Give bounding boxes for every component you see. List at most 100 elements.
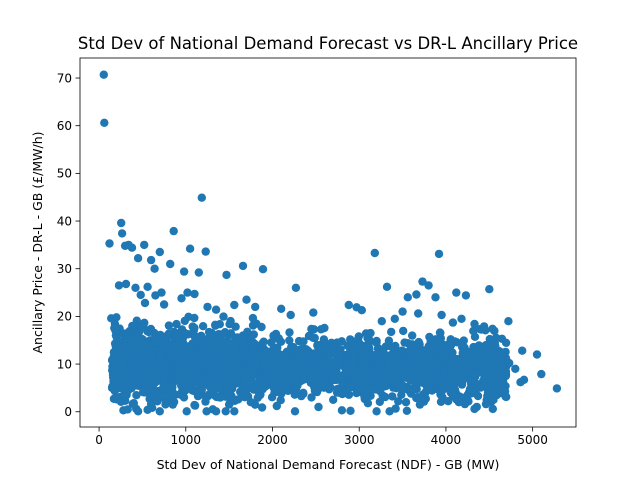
- scatter-point: [446, 341, 455, 351]
- scatter-point: [243, 327, 252, 336]
- scatter-point: [299, 353, 308, 362]
- scatter-point: [219, 312, 228, 321]
- scatter-point: [221, 407, 230, 416]
- scatter-point: [355, 339, 365, 349]
- scatter-point: [431, 293, 440, 302]
- scatter-point: [197, 193, 206, 202]
- scatter-point: [320, 370, 329, 379]
- scatter-point: [396, 382, 405, 392]
- scatter-point: [339, 379, 348, 389]
- scatter-point: [384, 336, 394, 345]
- scatter-point: [177, 294, 186, 303]
- scatter-point: [206, 389, 216, 398]
- scatter-point: [418, 277, 427, 286]
- scatter-point: [437, 310, 446, 320]
- scatter-point: [277, 304, 286, 313]
- scatter-point: [222, 270, 231, 280]
- scatter-point: [146, 375, 155, 384]
- scatter-point: [155, 407, 164, 416]
- scatter-point: [295, 345, 304, 354]
- scatter-point: [457, 356, 466, 365]
- scatter-point: [472, 360, 482, 369]
- scatter-point: [163, 392, 172, 401]
- scatter-point: [412, 290, 421, 299]
- scatter-point: [485, 285, 494, 294]
- scatter-point: [286, 310, 295, 320]
- x-tick-label: 4000: [431, 433, 462, 447]
- scatter-point: [234, 395, 243, 404]
- scatter-point: [316, 342, 325, 351]
- scatter-point: [366, 328, 375, 338]
- scatter-point: [198, 322, 208, 331]
- scatter-point: [372, 338, 381, 347]
- scatter-point: [159, 383, 168, 393]
- scatter-point: [386, 359, 395, 368]
- scatter-point: [117, 370, 126, 379]
- scatter-point: [492, 333, 501, 342]
- scatter-point: [518, 346, 527, 355]
- scatter-point: [196, 346, 206, 355]
- scatter-point: [213, 339, 223, 349]
- scatter-point: [250, 370, 259, 379]
- scatter-point: [309, 325, 319, 334]
- scatter-point: [362, 384, 371, 394]
- scatter-point: [448, 348, 457, 357]
- scatter-point: [424, 281, 433, 290]
- scatter-point: [167, 339, 176, 349]
- scatter-point: [272, 365, 281, 375]
- scatter-point: [123, 405, 132, 414]
- scatter-point: [150, 264, 159, 273]
- scatter-point: [473, 391, 483, 401]
- scatter-point: [325, 385, 334, 394]
- scatter-point: [171, 390, 180, 399]
- scatter-point: [458, 348, 467, 358]
- scatter-point: [204, 367, 214, 376]
- scatter-point: [388, 392, 397, 401]
- scatter-point: [135, 346, 144, 355]
- scatter-point: [155, 247, 164, 257]
- scatter-point: [489, 395, 498, 404]
- scatter-point: [283, 386, 292, 395]
- scatter-point: [99, 70, 109, 79]
- scatter-point: [490, 326, 499, 336]
- scatter-point: [309, 349, 319, 358]
- scatter-point: [120, 390, 129, 400]
- scatter-point: [179, 267, 189, 276]
- scatter-point: [277, 351, 286, 361]
- scatter-point: [485, 334, 494, 344]
- x-axis-ticks: 0 1000 2000 3000 4000 5000: [95, 427, 548, 447]
- scatter-point: [307, 393, 316, 402]
- scatter-point: [511, 364, 520, 373]
- scatter-point: [378, 351, 387, 360]
- scatter-point: [272, 401, 281, 411]
- scatter-point: [215, 320, 224, 329]
- scatter-point: [342, 357, 351, 367]
- scatter-point: [129, 399, 138, 408]
- scatter-point: [139, 339, 148, 348]
- scatter-point: [134, 327, 144, 336]
- scatter-point: [110, 363, 120, 372]
- scatter-point: [219, 373, 229, 383]
- scatter-point: [454, 398, 464, 407]
- scatter-point: [190, 289, 199, 299]
- chart-title: Std Dev of National Demand Forecast vs D…: [78, 34, 578, 53]
- scatter-point: [183, 288, 192, 297]
- scatter-point: [482, 374, 491, 384]
- scatter-point: [226, 329, 235, 339]
- scatter-point: [486, 386, 495, 395]
- scatter-point: [501, 338, 511, 347]
- scatter-point: [237, 336, 246, 346]
- scatter-point: [381, 392, 390, 402]
- scatter-point: [175, 339, 184, 349]
- scatter-point: [127, 243, 137, 252]
- scatter-point: [240, 348, 249, 357]
- scatter-point: [372, 407, 381, 416]
- scatter-point: [501, 367, 510, 376]
- scatter-point: [461, 291, 471, 300]
- scatter-point: [114, 281, 124, 290]
- scatter-point: [434, 249, 444, 259]
- scatter-point: [141, 383, 151, 392]
- scatter-point: [136, 290, 145, 300]
